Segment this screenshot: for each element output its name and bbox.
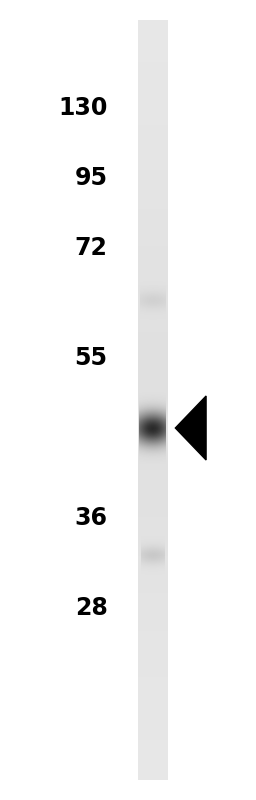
Text: 28: 28	[75, 596, 108, 620]
Text: 72: 72	[75, 236, 108, 260]
Text: 55: 55	[74, 346, 108, 370]
Text: 130: 130	[58, 96, 108, 120]
Polygon shape	[175, 396, 206, 460]
Text: 36: 36	[74, 506, 108, 530]
Text: 95: 95	[74, 166, 108, 190]
